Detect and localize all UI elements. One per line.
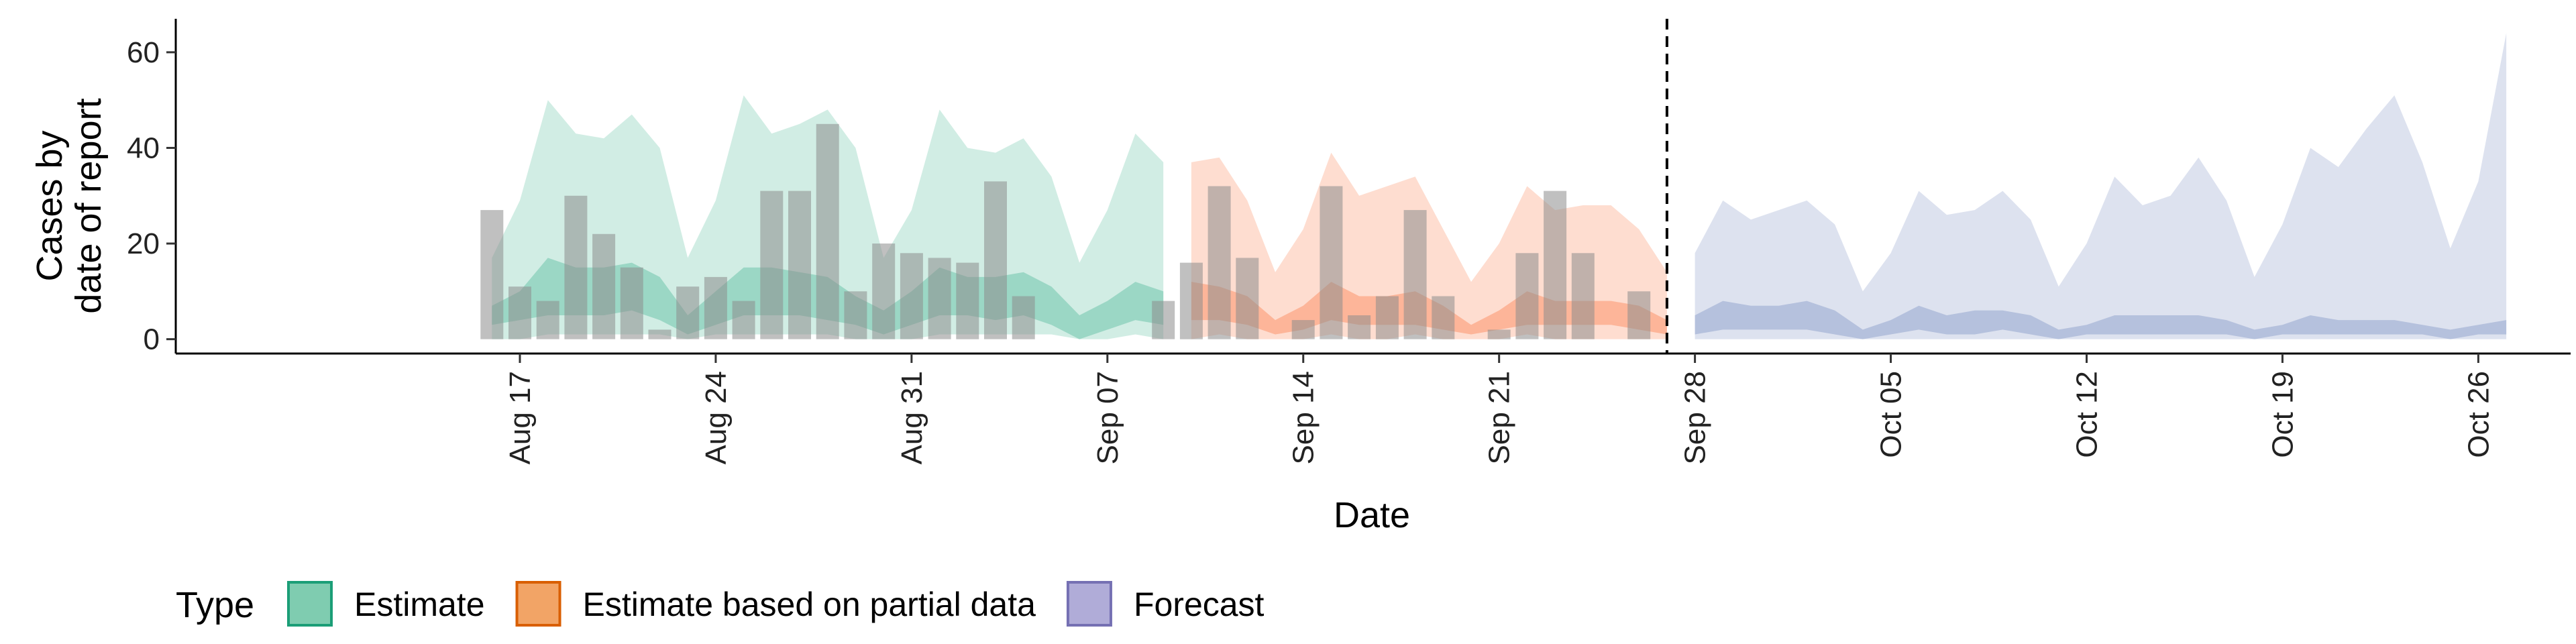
legend-label-2: Forecast bbox=[1134, 586, 1265, 623]
y-tick-label: 20 bbox=[127, 227, 160, 260]
axes: 0 20 40 60 Aug 17 Aug 24 Aug 31 Sep 07 Sep 14 Sep… bbox=[127, 19, 2571, 464]
legend-label-1: Estimate based on partial data bbox=[583, 586, 1036, 623]
x-axis-title: Date bbox=[1334, 495, 1410, 535]
reported-cases-bar bbox=[1432, 296, 1455, 339]
ci50-band bbox=[1695, 301, 2507, 339]
legend-key-0 bbox=[287, 581, 333, 627]
legend: Type Estimate Estimate based on partial d… bbox=[176, 581, 1265, 627]
reported-cases-bar bbox=[732, 301, 755, 339]
reported-cases-bar bbox=[872, 244, 896, 339]
series-2 bbox=[1695, 33, 2507, 339]
reported-cases-bar bbox=[1236, 258, 1259, 339]
reported-cases-bar bbox=[480, 210, 504, 339]
reported-cases-bars bbox=[480, 123, 1651, 339]
reported-cases-bar bbox=[704, 276, 727, 339]
x-tick-label: Aug 31 bbox=[896, 371, 928, 464]
reported-cases-bar bbox=[1208, 186, 1231, 339]
y-axis-title-line-2: date of report bbox=[68, 98, 109, 313]
reported-cases-bar bbox=[844, 291, 867, 339]
reported-cases-bar bbox=[1348, 315, 1371, 339]
reported-cases-bar bbox=[1515, 253, 1539, 339]
reported-cases-bar bbox=[564, 195, 588, 339]
reported-cases-bar bbox=[536, 301, 559, 339]
reported-cases-bar bbox=[1012, 296, 1035, 339]
reported-cases-bar bbox=[984, 181, 1007, 339]
reported-cases-bar bbox=[816, 123, 839, 339]
reported-cases-bar bbox=[1487, 329, 1511, 339]
reported-cases-bar bbox=[648, 329, 672, 339]
legend-key-2 bbox=[1066, 581, 1112, 627]
reported-cases-bar bbox=[1179, 262, 1203, 339]
reported-cases-bar bbox=[760, 191, 784, 339]
y-tick-label: 0 bbox=[144, 323, 160, 356]
reported-cases-bar bbox=[1291, 320, 1315, 339]
legend-key-1 bbox=[515, 581, 561, 627]
reported-cases-bar bbox=[1627, 291, 1651, 339]
reported-cases-bar bbox=[900, 253, 923, 339]
legend-label-0: Estimate bbox=[354, 586, 485, 623]
reported-cases-bar bbox=[956, 262, 979, 339]
reported-cases-bar bbox=[508, 286, 531, 339]
ci90-band bbox=[1695, 33, 2507, 339]
reported-cases-bar bbox=[1544, 191, 1567, 339]
legend-title: Type bbox=[176, 585, 254, 625]
x-tick-label: Sep 28 bbox=[1679, 371, 1712, 464]
reported-cases-bar bbox=[620, 267, 643, 339]
y-tick-label: 40 bbox=[127, 131, 160, 164]
reported-cases-bar bbox=[928, 258, 951, 339]
x-tick-label: Oct 26 bbox=[2462, 371, 2495, 458]
reported-cases-bar bbox=[1571, 253, 1595, 339]
reported-cases-bar bbox=[592, 233, 616, 339]
x-tick-label: Sep 07 bbox=[1091, 371, 1124, 464]
x-tick-label: Sep 21 bbox=[1483, 371, 1516, 464]
series-1 bbox=[1191, 152, 1667, 339]
x-tick-label: Oct 05 bbox=[1875, 371, 1908, 458]
x-tick-label: Aug 17 bbox=[504, 371, 537, 464]
reported-cases-bar bbox=[788, 191, 811, 339]
reported-cases-bar bbox=[1152, 301, 1175, 339]
reported-cases-bar bbox=[1375, 296, 1399, 339]
reported-cases-bar bbox=[1320, 186, 1343, 339]
reported-cases-bar bbox=[676, 286, 700, 339]
y-tick-label: 60 bbox=[127, 36, 160, 69]
x-tick-label: Sep 14 bbox=[1287, 371, 1320, 464]
y-axis-title-line-1: Cases by bbox=[30, 130, 70, 281]
reported-cases-bar bbox=[1403, 210, 1427, 339]
x-tick-label: Oct 19 bbox=[2266, 371, 2299, 458]
x-tick-label: Aug 24 bbox=[700, 371, 733, 464]
x-tick-label: Oct 12 bbox=[2071, 371, 2104, 458]
